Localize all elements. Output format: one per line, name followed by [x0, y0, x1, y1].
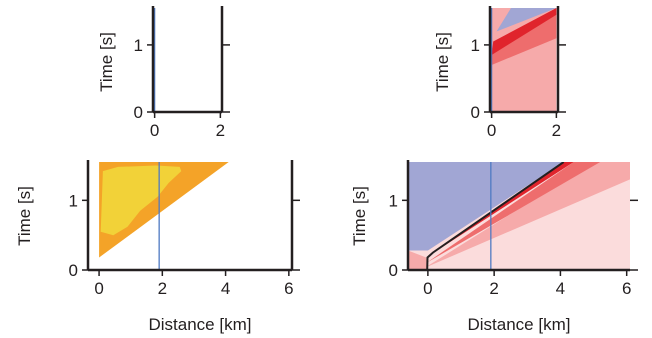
x-axis-label: Distance [km] — [468, 315, 571, 334]
y-tick-label: 1 — [69, 191, 78, 210]
x-tick-label: 6 — [622, 279, 631, 298]
y-axis-label: Time [s] — [15, 186, 34, 246]
y-tick-label: 0 — [134, 103, 143, 122]
y-tick-label: 0 — [389, 261, 398, 280]
area-region-6 — [408, 250, 428, 270]
x-tick-label: 4 — [221, 279, 230, 298]
y-axis-label: Time [s] — [97, 32, 116, 92]
x-tick-label: 2 — [158, 279, 167, 298]
panel-top-left: 0 1 0 2 Time [s] — [97, 6, 230, 140]
panel-top-right: 0 1 0 2 Time [s] — [433, 6, 566, 140]
plot-area — [490, 8, 557, 112]
y-tick-label: 0 — [471, 103, 480, 122]
y-tick-label: 1 — [471, 36, 480, 55]
area-region-1 — [100, 165, 182, 236]
plot-area — [408, 162, 630, 270]
y-axis-label: Time [s] — [433, 32, 452, 92]
x-tick-label: 2 — [216, 121, 225, 140]
x-tick-label: 0 — [150, 121, 159, 140]
y-axis-label: Time [s] — [350, 186, 369, 246]
area-region-1 — [408, 162, 564, 251]
x-tick-label: 0 — [487, 121, 496, 140]
y-tick-label: 0 — [69, 261, 78, 280]
x-tick-label: 4 — [556, 279, 565, 298]
area-region-5 — [426, 162, 574, 258]
panel-bottom-right: 0 1 0 2 4 6 Time [s] Distance [km] — [350, 160, 638, 334]
x-tick-label: 2 — [552, 121, 561, 140]
x-tick-label: 0 — [94, 279, 103, 298]
panel-bottom-left: 0 1 0 2 4 6 Time [s] Distance [km] — [15, 160, 300, 334]
x-tick-label: 2 — [489, 279, 498, 298]
y-tick-label: 1 — [134, 36, 143, 55]
x-tick-label: 6 — [284, 279, 293, 298]
area-region-2 — [491, 8, 557, 55]
plot-area — [99, 162, 229, 270]
area-region-3 — [424, 162, 630, 268]
x-axis-label: Distance [km] — [149, 315, 252, 334]
x-tick-label: 0 — [423, 279, 432, 298]
area-region-4 — [426, 162, 601, 263]
area-region-3 — [496, 8, 557, 32]
y-tick-label: 1 — [389, 191, 398, 210]
front-line — [426, 162, 565, 270]
